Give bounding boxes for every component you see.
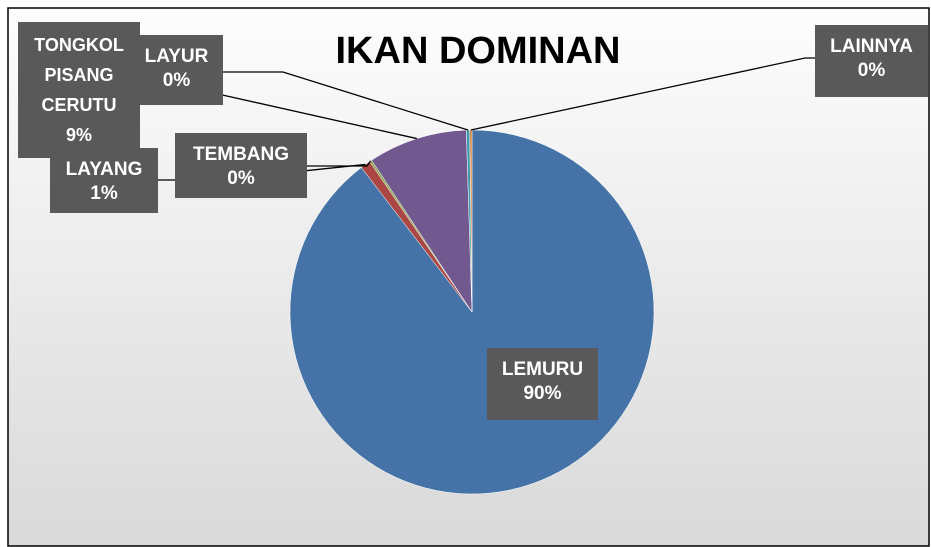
label-value: 0% [162, 70, 191, 91]
leader-line [307, 160, 372, 167]
label-name: LAYANG [65, 159, 143, 180]
label-name: TONGKOL PISANG CERUTU [34, 35, 124, 115]
pie-slice [371, 129, 473, 313]
data-label: LEMURU 90% [487, 348, 598, 420]
data-label: TEMBANG 0% [175, 133, 307, 198]
label-value: 0% [227, 168, 255, 189]
label-name: LAYUR [144, 46, 209, 67]
label-value: 9% [65, 125, 92, 145]
label-value: 0% [857, 60, 886, 81]
leader-line [223, 71, 469, 131]
data-label: LAINNYA 0% [815, 25, 928, 97]
label-name: TEMBANG [192, 144, 290, 165]
label-name: LAINNYA [830, 36, 913, 57]
chart-title: IKAN DOMINAN [335, 30, 621, 72]
label-name: LEMURU [501, 359, 584, 380]
label-value: 1% [90, 183, 118, 204]
label-value: 90% [523, 383, 562, 404]
data-label: TONGKOL PISANG CERUTU 9% [18, 22, 140, 158]
data-label: LAYUR 0% [130, 35, 223, 105]
leader-line [470, 57, 815, 131]
data-label: LAYANG 1% [50, 148, 158, 213]
